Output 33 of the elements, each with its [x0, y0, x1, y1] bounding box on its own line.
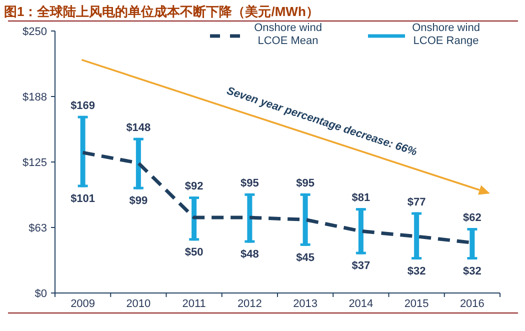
- x-tick-label: 2015: [404, 298, 429, 310]
- annotation: $48: [240, 248, 259, 261]
- annotation: $99: [129, 195, 148, 208]
- legend-label: Onshore wind LCOE Range: [412, 22, 480, 47]
- legend-label: Onshore wind LCOE Mean: [254, 22, 322, 47]
- x-tick-label: 2011: [182, 298, 206, 310]
- annotation: $81: [352, 192, 370, 204]
- y-tick-label: $125: [22, 156, 47, 169]
- x-tick-label: 2010: [126, 298, 151, 310]
- y-tick-label: $250: [22, 26, 47, 38]
- chart-title: 图1：全球陆上风电的单位成本不断下降（美元/MWh）: [4, 4, 319, 19]
- x-tick-label: 2016: [460, 298, 484, 310]
- annotation: $169: [70, 100, 96, 112]
- annotation: $95: [240, 177, 259, 190]
- annotation: $77: [407, 196, 426, 208]
- x-tick-label: 2009: [70, 298, 96, 310]
- annotation: $101: [70, 193, 96, 206]
- annotation: $50: [184, 246, 204, 259]
- x-tick-label: 2013: [293, 298, 318, 310]
- y-tick-label: $0: [34, 288, 47, 300]
- x-tick-label: 2012: [237, 298, 262, 310]
- annotation: $95: [296, 177, 314, 190]
- annotation: $45: [296, 252, 314, 264]
- annotation: $32: [463, 265, 482, 278]
- bar: [80, 116, 86, 188]
- y-tick-label: $63: [28, 222, 47, 234]
- annotation: $92: [184, 180, 204, 193]
- y-tick-label: $188: [22, 91, 47, 104]
- annotation: $37: [352, 260, 370, 272]
- annotation: $62: [463, 212, 482, 224]
- x-tick-label: 2014: [348, 298, 374, 310]
- annotation: $148: [126, 122, 151, 134]
- annotation: $32: [407, 265, 426, 278]
